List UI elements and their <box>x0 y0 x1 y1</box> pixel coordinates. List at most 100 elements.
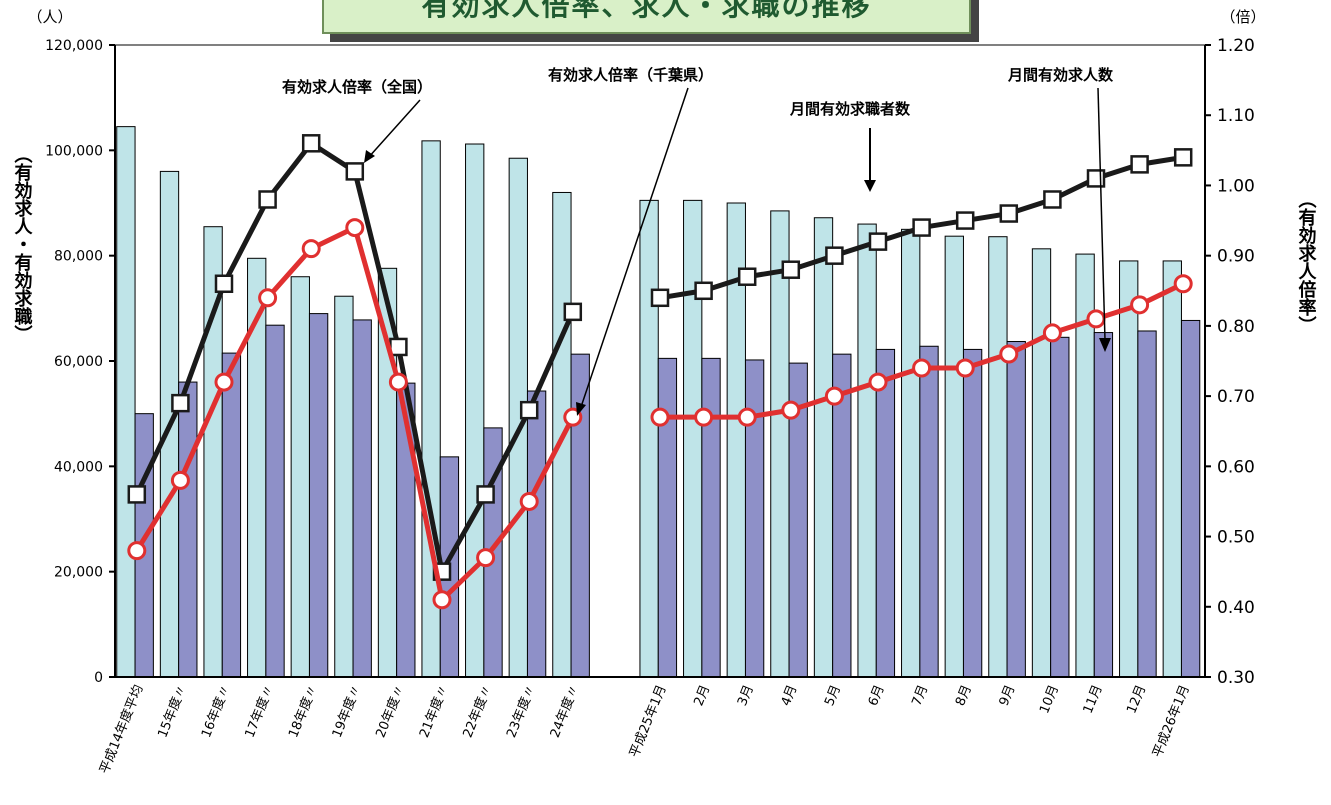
national-point <box>694 281 713 301</box>
chiba-point <box>301 239 321 259</box>
national-point <box>214 274 234 294</box>
seekers-bar <box>116 126 136 678</box>
seekers-bar <box>901 228 921 678</box>
national-point <box>868 232 888 251</box>
x-tick-label: 16年度〃 <box>198 683 234 740</box>
chiba-point <box>824 386 844 406</box>
openings-bar <box>1093 332 1114 678</box>
right-tick-label: 1.20 <box>1217 36 1255 56</box>
openings-arrow-head <box>1099 338 1111 352</box>
chiba-point <box>519 491 539 511</box>
seekers-bar <box>988 236 1008 678</box>
openings-bar <box>875 348 896 678</box>
x-tick-label: 5月 <box>822 683 844 708</box>
chart-title: 有効求人倍率、求人・求職の推移 <box>322 0 971 34</box>
seekers-bar <box>639 199 659 678</box>
chiba-point <box>1042 323 1062 343</box>
right-tick-label: 0.70 <box>1217 387 1255 407</box>
national-point <box>519 400 539 420</box>
chiba-point <box>650 407 670 427</box>
national-annotation-label: 有効求人倍率（全国） <box>282 78 432 96</box>
x-tick-label: 2月 <box>691 683 713 708</box>
national-point <box>1086 169 1106 188</box>
national-point <box>301 134 321 153</box>
x-tick-label: 20年度〃 <box>372 683 408 740</box>
x-tick-label: 10月 <box>1037 683 1062 716</box>
x-tick-label: 8月 <box>953 683 975 708</box>
x-tick-label: 19年度〃 <box>329 683 365 740</box>
national-point <box>737 267 757 286</box>
national-point <box>476 485 495 504</box>
x-tick-label: 7月 <box>909 683 931 708</box>
right-tick-label: 0.30 <box>1217 668 1255 688</box>
chiba-point <box>214 372 234 392</box>
right-tick-label: 0.50 <box>1217 528 1255 548</box>
x-tick-label: 平成25年1月 <box>627 683 670 760</box>
seekers-bar <box>1162 260 1182 678</box>
x-tick-label: 22年度〃 <box>460 683 496 740</box>
left-tick-label: 20,000 <box>54 565 103 581</box>
x-tick-label: 15年度〃 <box>154 683 190 740</box>
national-point <box>781 260 801 279</box>
openings-bar <box>1006 341 1026 678</box>
x-tick-label: 21年度〃 <box>416 683 452 740</box>
x-tick-label: 6月 <box>866 683 888 708</box>
national-point <box>825 246 844 265</box>
openings-bar <box>265 324 285 678</box>
x-tick-label: 3月 <box>735 683 757 708</box>
openings-bar <box>352 319 372 678</box>
chiba-point <box>1173 274 1193 294</box>
national-point <box>999 204 1019 223</box>
national-arrow-head <box>364 150 375 163</box>
national-point <box>258 190 277 209</box>
chiba-point <box>1130 295 1150 315</box>
national-annotation-arrow <box>367 99 421 159</box>
openings-bar <box>1137 330 1157 678</box>
left-tick-label: 80,000 <box>54 249 103 265</box>
national-point <box>345 162 365 181</box>
openings-bar <box>308 313 329 678</box>
left-tick-label: 60,000 <box>54 354 103 370</box>
left-tick-label: 100,000 <box>45 143 103 159</box>
left-tick-label: 120,000 <box>45 38 103 54</box>
chiba-point <box>476 548 496 568</box>
seekers-annotation-label: 月間有効求職者数 <box>789 100 911 118</box>
openings-bar <box>744 359 765 678</box>
openings-bar <box>526 390 547 678</box>
national-point <box>912 218 931 237</box>
seekers-bar <box>770 210 790 678</box>
openings-bar <box>1180 319 1201 678</box>
national-point <box>171 393 190 413</box>
right-axis-title: （有効求人倍率） <box>1296 190 1317 334</box>
chiba-annotation-label: 有効求人倍率（千葉県） <box>548 66 713 84</box>
seekers-bar <box>465 143 485 678</box>
right-tick-label: 0.80 <box>1217 317 1255 337</box>
seekers-bar <box>1119 260 1139 678</box>
seekers-bar <box>334 295 354 678</box>
x-tick-label: 18年度〃 <box>285 683 321 740</box>
left-tick-label: 40,000 <box>54 459 103 475</box>
openings-bar <box>962 348 983 678</box>
chiba-point <box>388 372 408 392</box>
openings-annotation-arrow <box>1097 87 1106 341</box>
openings-annotation-label: 月間有効求人数 <box>1007 66 1114 84</box>
right-tick-label: 1.00 <box>1217 176 1255 196</box>
national-point <box>650 288 670 308</box>
x-tick-label: 12月 <box>1124 683 1149 716</box>
openings-bar-series <box>134 313 1201 678</box>
chiba-point <box>694 407 714 427</box>
openings-bar <box>657 357 678 678</box>
chart-annotations: 有効求人倍率（全国） 有効求人倍率（千葉県） 月間有効求職者数 月間有効求人数 <box>282 66 1114 416</box>
seekers-bar <box>857 223 877 678</box>
chiba-point <box>955 358 975 378</box>
national-point <box>127 485 147 504</box>
seekers-bar <box>1031 248 1052 678</box>
national-ratio-line <box>127 134 1193 581</box>
x-tick-label: 4月 <box>779 683 801 708</box>
national-point <box>1043 190 1062 209</box>
seekers-bar <box>290 276 310 678</box>
chiba-point <box>258 288 278 308</box>
chiba-point <box>737 407 757 427</box>
openings-bar <box>221 352 242 678</box>
